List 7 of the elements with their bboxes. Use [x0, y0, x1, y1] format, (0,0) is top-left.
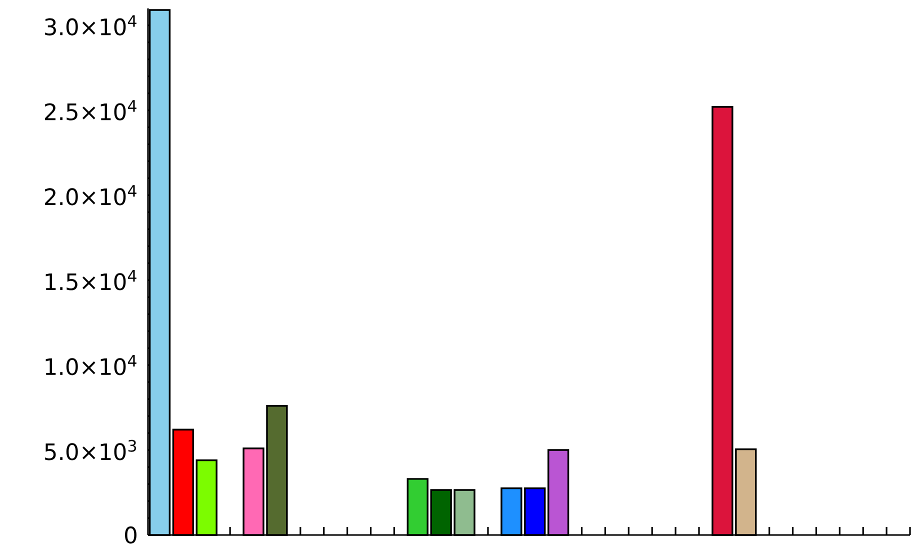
y-tick-label: 5.0×10$^{3}$ [45, 440, 136, 460]
y-tick-label: 1.0×10$^{4}$ [46, 354, 136, 376]
y-tick-label: 3.0×10$^{4}$ [45, 15, 136, 36]
y-tick-label: 2.0×10$^{4}$ [44, 185, 136, 206]
y-tick-label: 2.5×10$^{4}$ [44, 100, 136, 120]
y-tick-label: 0 [125, 526, 136, 544]
y-tick-label: 1.5×10$^{4}$ [46, 270, 136, 290]
